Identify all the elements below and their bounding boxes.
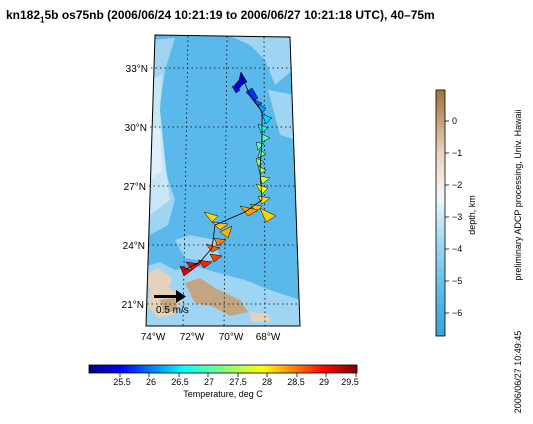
timestamp: 2006/06/27 10:49:45 (513, 331, 523, 414)
depth-tick-label: −6 (452, 308, 462, 318)
depth-tick-label: −3 (452, 212, 462, 222)
island-land (185, 278, 248, 316)
temp-tick-label: 29.5 (341, 377, 359, 387)
temp-tick-label: 28.5 (287, 377, 305, 387)
lon-tick-label: 70°W (219, 332, 244, 343)
depth-tick-label: −2 (452, 180, 462, 190)
lat-tick-label: 24°N (123, 241, 145, 252)
lat-tick-label: 21°N (122, 300, 144, 311)
temp-tick-label: 25.5 (113, 377, 131, 387)
depth-tick-label: −4 (452, 244, 462, 254)
depth-tick-label: −1 (452, 148, 462, 158)
lon-tick-label: 74°W (141, 332, 166, 343)
temperature-colorbar: 25.5 26 26.5 27 27.5 28 28.5 29 29.5 Tem… (88, 364, 359, 399)
lat-tick-label: 30°N (125, 123, 147, 134)
temp-tick-label: 28 (262, 377, 272, 387)
lat-tick-label: 33°N (126, 64, 148, 75)
temperature-colorbar-label: Temperature, deg C (183, 389, 263, 399)
processing-note: preliminary ADCP processing, Univ. Hawai… (513, 109, 523, 280)
island-land-light (146, 268, 172, 292)
lon-tick-label: 68°W (256, 332, 281, 343)
temp-tick-label: 29 (319, 377, 329, 387)
temp-tick-label: 26.5 (171, 377, 189, 387)
longitude-ticks: 74°W 72°W 70°W 68°W (141, 332, 281, 343)
map-frame (145, 34, 301, 327)
temp-tick-label: 27.5 (229, 377, 247, 387)
depth-tick-label: −5 (452, 276, 462, 286)
scale-label: 0.5 m/s (156, 305, 189, 316)
lat-tick-label: 27°N (124, 182, 146, 193)
lon-tick-label: 72°W (180, 332, 205, 343)
depth-tick-label: 0 (452, 116, 457, 126)
map-panel: 33°N 30°N 27°N 24°N 21°N 74°W 72°W 70°W … (122, 34, 301, 343)
ship-track (183, 74, 263, 271)
plot-title: kn18215b os75nb (2006/06/24 10:21:19 to … (6, 8, 435, 25)
latitude-ticks: 33°N 30°N 27°N 24°N 21°N (122, 64, 148, 311)
temp-tick-label: 27 (204, 377, 214, 387)
scale-arrow (154, 290, 186, 303)
depth-colorbar: 0 −1 −2 −3 −4 −5 −6 depth, km (435, 89, 477, 337)
depth-colorbar-label: depth, km (467, 195, 477, 235)
temp-tick-label: 26 (146, 377, 156, 387)
